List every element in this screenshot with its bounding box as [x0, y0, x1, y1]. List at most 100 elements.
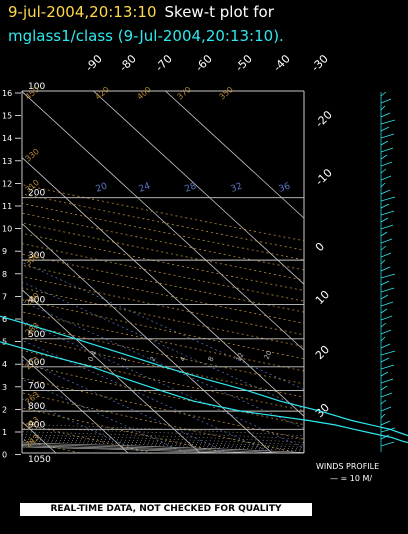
wind-barb: [380, 294, 389, 300]
wind-barb: [380, 273, 396, 279]
height-km-label: 0: [2, 451, 7, 460]
wind-barb: [380, 378, 394, 384]
height-km-label: 7: [2, 292, 7, 301]
winds-profile-units: — = 10 M/: [330, 474, 372, 483]
temperature-tick-label: -80: [117, 52, 139, 74]
dry-adiabat-line: [22, 193, 304, 251]
wind-barb: [380, 196, 396, 202]
chart-subtitle: mglass1/class (9-Jul-2004,20:13:10).: [8, 27, 284, 45]
wind-barb: [380, 161, 393, 167]
theta-label: 330: [24, 147, 41, 164]
height-km-label: 16: [2, 89, 12, 98]
pressure-tick-label: 800: [28, 402, 45, 412]
wind-barb: [380, 336, 386, 342]
dry-adiabat-line: [22, 276, 304, 336]
temperature-tick-label: -70: [153, 52, 175, 74]
wind-barb: [380, 252, 392, 258]
mixing-ratio-label: 36: [278, 181, 292, 194]
wind-barb: [380, 308, 388, 314]
dry-adiabat-line: [22, 253, 304, 313]
wind-barb: [380, 182, 386, 188]
wind-barb: [380, 91, 387, 97]
height-km-label: 4: [2, 360, 7, 369]
wind-barb: [380, 147, 394, 153]
wind-barb: [380, 203, 390, 209]
wind-barb: [380, 217, 389, 223]
height-km-label: 8: [2, 270, 7, 279]
height-km-label: 6: [2, 315, 7, 324]
wind-barb: [380, 105, 386, 111]
wind-barb: [380, 301, 394, 307]
pressure-tick-label: 900: [28, 420, 45, 430]
height-km-label: 11: [2, 202, 12, 211]
isotherm-line: [22, 355, 129, 453]
dry-adiabat-line: [22, 350, 304, 412]
wind-barb: [380, 371, 389, 377]
wind-barb: [380, 266, 391, 272]
temperature-profile-line: [0, 315, 408, 437]
isotherm-line: [22, 91, 304, 351]
pressure-tick-label: 700: [28, 382, 45, 392]
wind-barb: [380, 350, 396, 356]
wind-barb: [380, 238, 393, 244]
wind-barb: [380, 154, 388, 160]
wind-barb: [380, 245, 387, 251]
mixing-ratio-line: [22, 262, 304, 390]
moist-adiabat-line: [0, 153, 402, 453]
theta-label: 420: [94, 85, 111, 102]
wind-barb: [380, 287, 395, 293]
pressure-tick-label: 300: [28, 251, 45, 261]
temperature-tick-label: -90: [83, 52, 105, 74]
mixing-ratio-line: [22, 300, 304, 429]
wind-barb: [380, 224, 394, 230]
dewpoint-profile-line: [0, 341, 408, 444]
wind-barb: [380, 413, 386, 419]
dry-adiabat-line: [22, 423, 153, 453]
wind-barb: [380, 315, 393, 321]
dry-adiabat-line: [22, 287, 304, 347]
temperature-tick-label: -60: [193, 52, 215, 74]
wind-barb: [380, 210, 395, 216]
pressure-tick-label: 400: [28, 295, 45, 305]
temperature-tick-label: -40: [271, 52, 293, 74]
temperature-tick-label: -30: [309, 52, 331, 74]
theta-label: 400: [136, 85, 153, 102]
dry-adiabat-line: [22, 323, 304, 385]
isotherm-line: [93, 91, 304, 285]
dry-adiabat-line: [22, 299, 304, 360]
wind-barb: [380, 189, 391, 195]
height-km-label: 14: [2, 134, 12, 143]
temperature-tick-label: -50: [233, 52, 255, 74]
chart-title: 9-jul-2004,20:13:10 Skew-t plot for: [8, 3, 274, 21]
temperature-tick-label: 0: [313, 240, 327, 254]
wind-barb: [380, 357, 390, 363]
isotherm-line: [22, 223, 273, 453]
dry-adiabat-line: [22, 184, 304, 242]
isotherm-line: [165, 91, 304, 219]
plot-area: [0, 91, 402, 453]
wind-barb: [380, 364, 395, 370]
moist-adiabat-line: [0, 153, 316, 453]
wind-barb: [380, 259, 386, 265]
wind-barb: [380, 343, 391, 349]
theta-label: 370: [176, 85, 193, 102]
height-km-label: 10: [2, 225, 12, 234]
pressure-tick-label: 200: [28, 189, 45, 199]
pressure-tick-label: 1050: [28, 455, 51, 465]
wind-barb: [380, 406, 392, 412]
quality-warning: REAL-TIME DATA, NOT CHECKED FOR QUALITY: [20, 503, 312, 516]
mixing-ratio-line: [22, 281, 304, 410]
height-km-label: 15: [2, 112, 12, 121]
dry-adiabat-line: [22, 212, 304, 271]
wind-barb: [380, 140, 389, 146]
dry-adiabat-line: [22, 363, 304, 426]
dry-adiabat-line: [22, 222, 304, 281]
dry-adiabat-line: [22, 392, 299, 453]
wind-barb: [380, 280, 390, 286]
height-km-label: 12: [2, 179, 12, 188]
wind-barb: [380, 392, 393, 398]
title-date: 9-jul-2004,20:13:10: [8, 3, 157, 21]
dry-adiabat-line: [22, 202, 304, 261]
moist-adiabat-line: [22, 424, 304, 437]
isotherm-line: [22, 289, 201, 453]
